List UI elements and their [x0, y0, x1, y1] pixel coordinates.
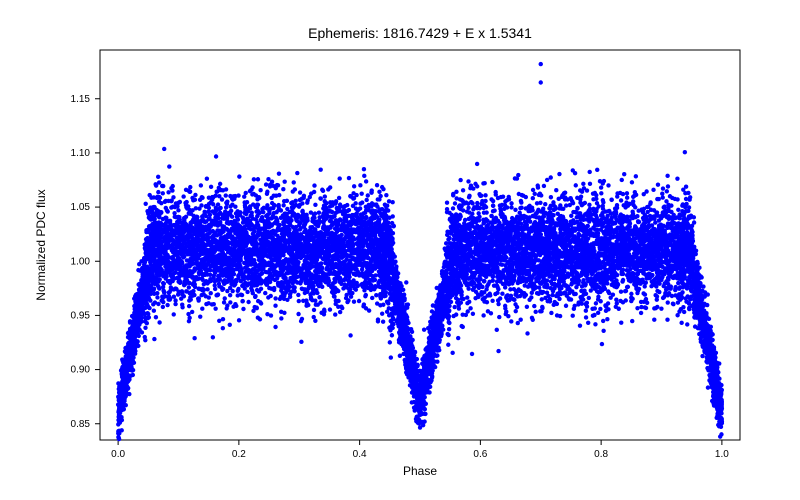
outlier-point — [720, 419, 724, 423]
outlier-point — [406, 302, 410, 306]
x-tick-label: 1.0 — [715, 449, 729, 460]
x-tick-label: 0.0 — [111, 449, 125, 460]
y-tick-label: 1.05 — [71, 202, 91, 213]
outlier-point — [539, 80, 543, 84]
x-tick-label: 0.4 — [353, 449, 367, 460]
outlier-point — [599, 185, 603, 189]
y-tick-label: 0.95 — [71, 310, 91, 321]
y-tick-label: 0.90 — [71, 365, 91, 376]
x-tick-label: 0.8 — [594, 449, 608, 460]
chart-title: Ephemeris: 1816.7429 + E x 1.5341 — [308, 25, 532, 41]
chart-container: 0.0 0.2 0.4 0.6 0.8 1.0 0.85 0.90 0.95 1.00 1.05 1.… — [0, 0, 800, 500]
x-tick-label: 0.6 — [473, 449, 487, 460]
y-axis-label: Normalized PDC flux — [34, 189, 48, 300]
outlier-point — [539, 62, 543, 66]
y-tick-label: 0.85 — [71, 419, 91, 430]
y-tick-label: 1.00 — [71, 256, 91, 267]
light-curve-chart: 0.0 0.2 0.4 0.6 0.8 1.0 0.85 0.90 0.95 1.00 1.05 1.… — [0, 0, 800, 500]
x-axis-label: Phase — [403, 464, 437, 478]
y-tick-label: 1.10 — [71, 148, 91, 159]
x-tick-label: 0.2 — [232, 449, 246, 460]
y-tick-label: 1.15 — [71, 94, 91, 105]
